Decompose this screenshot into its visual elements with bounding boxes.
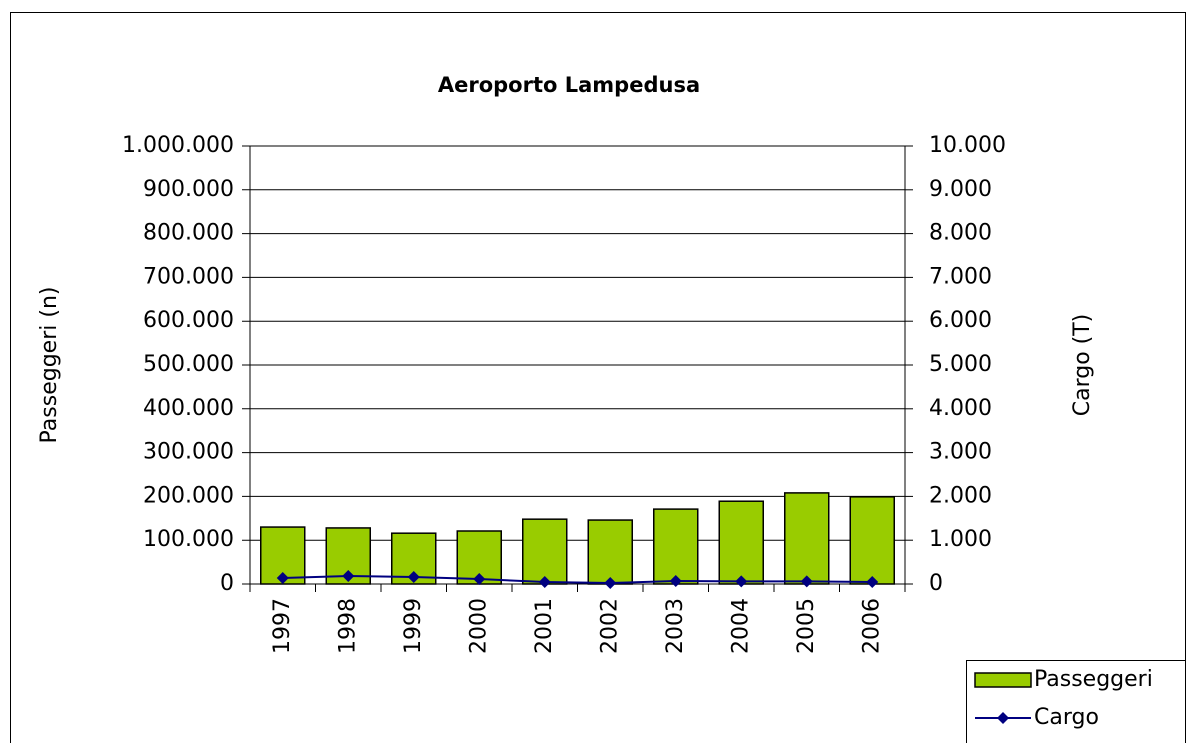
y-tick-label: 500.000 bbox=[143, 352, 234, 377]
x-tick-label: 2002 bbox=[597, 598, 622, 654]
y-tick-label: 300.000 bbox=[143, 440, 234, 465]
x-tick-label: 1997 bbox=[270, 598, 295, 654]
y2-tick-label: 1.000 bbox=[929, 527, 992, 552]
y2-tick-label: 10.000 bbox=[929, 133, 1006, 158]
x-tick-label: 2006 bbox=[859, 598, 884, 654]
bar bbox=[587, 519, 633, 585]
bar bbox=[653, 508, 699, 585]
chart-title: Aeroporto Lampedusa bbox=[438, 73, 700, 97]
y-tick-label: 800.000 bbox=[143, 221, 234, 246]
y-tick-label: 600.000 bbox=[143, 308, 234, 333]
x-tick-label: 1998 bbox=[335, 598, 360, 654]
y-tick-label: 200.000 bbox=[143, 483, 234, 508]
y2-tick-label: 0 bbox=[929, 571, 943, 596]
marker bbox=[473, 573, 486, 586]
bar bbox=[718, 500, 764, 585]
y-axis-label: Passeggeri (n) bbox=[37, 287, 62, 444]
legend-marker bbox=[997, 712, 1009, 724]
x-tick-label: 2005 bbox=[794, 598, 819, 654]
y2-tick-label: 5.000 bbox=[929, 352, 992, 377]
marker bbox=[735, 575, 748, 588]
y-tick-label: 0 bbox=[220, 571, 234, 596]
marker bbox=[342, 569, 355, 582]
y2-tick-label: 9.000 bbox=[929, 177, 992, 202]
legend-swatch bbox=[974, 672, 1032, 688]
y2-tick-label: 4.000 bbox=[929, 396, 992, 421]
y2-tick-label: 7.000 bbox=[929, 264, 992, 289]
bar bbox=[784, 492, 830, 585]
x-tick-label: 2003 bbox=[663, 598, 688, 654]
x-tick-label: 2004 bbox=[728, 598, 753, 654]
y2-axis-label: Cargo (T) bbox=[1070, 314, 1095, 417]
x-tick-label: 2000 bbox=[466, 598, 491, 654]
line bbox=[282, 574, 873, 584]
marker bbox=[669, 575, 682, 588]
chart-border bbox=[10, 12, 1186, 743]
x-tick-label: 2001 bbox=[532, 598, 557, 654]
marker bbox=[800, 575, 813, 588]
legend-label: Cargo bbox=[1034, 705, 1099, 730]
marker bbox=[538, 575, 551, 588]
y2-tick-label: 2.000 bbox=[929, 483, 992, 508]
bar bbox=[849, 496, 895, 585]
y-tick-label: 400.000 bbox=[143, 396, 234, 421]
y2-tick-label: 8.000 bbox=[929, 221, 992, 246]
y-tick-label: 900.000 bbox=[143, 177, 234, 202]
y-tick-label: 100.000 bbox=[143, 527, 234, 552]
marker bbox=[604, 576, 617, 589]
legend-label: Passeggeri bbox=[1034, 667, 1153, 692]
bar bbox=[522, 518, 568, 585]
y-tick-label: 1.000.000 bbox=[122, 133, 234, 158]
y-tick-label: 700.000 bbox=[143, 264, 234, 289]
marker bbox=[276, 571, 289, 584]
marker bbox=[407, 570, 420, 583]
y2-tick-label: 6.000 bbox=[929, 308, 992, 333]
marker bbox=[866, 575, 879, 588]
y2-tick-label: 3.000 bbox=[929, 440, 992, 465]
x-tick-label: 1999 bbox=[401, 598, 426, 654]
